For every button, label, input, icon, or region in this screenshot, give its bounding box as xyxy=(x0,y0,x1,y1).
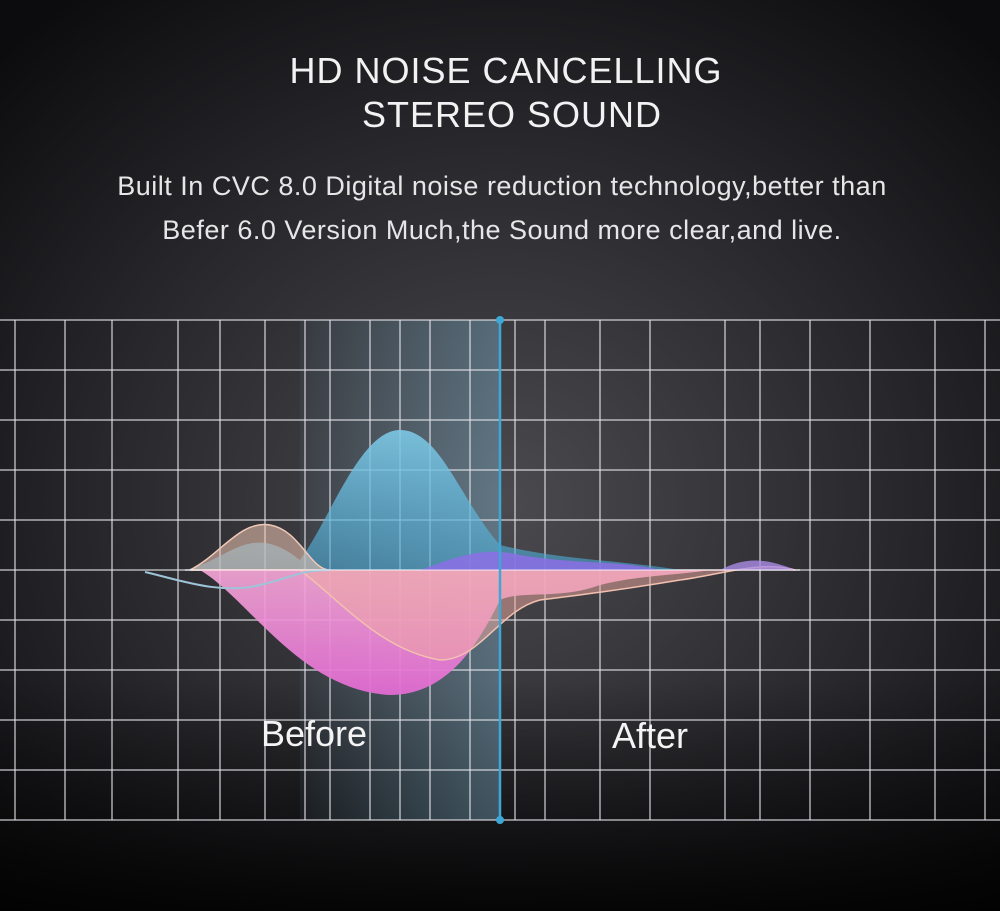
wave-violet xyxy=(420,551,660,570)
description-line: Built In CVC 8.0 Digital noise reduction… xyxy=(117,171,886,201)
description-line: Befer 6.0 Version Much,the Sound more cl… xyxy=(162,215,841,245)
wave-blue xyxy=(185,430,680,570)
divider-dot xyxy=(496,816,504,824)
title-line: HD NOISE CANCELLING xyxy=(289,50,722,91)
before-label: Before xyxy=(261,713,367,754)
wave-salmon xyxy=(299,565,796,661)
wave-tail xyxy=(144,569,331,590)
waveforms xyxy=(144,430,800,695)
after-label: After xyxy=(612,715,688,756)
divider-dot xyxy=(496,316,504,324)
title-line: STEREO SOUND xyxy=(362,94,662,135)
wave-violet-small xyxy=(720,560,795,570)
wave-peach xyxy=(189,523,331,571)
